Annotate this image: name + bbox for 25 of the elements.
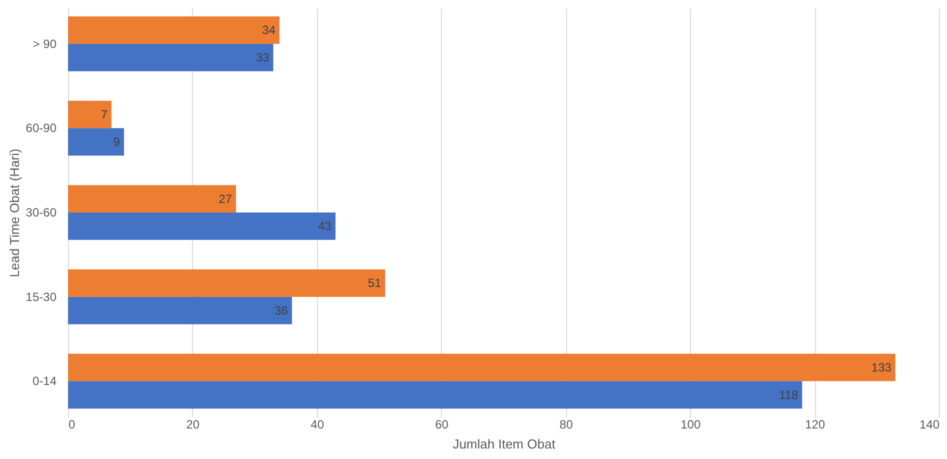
x-tick-label: 0 bbox=[68, 418, 76, 432]
x-axis-title: Jumlah Item Obat bbox=[452, 436, 556, 452]
x-tick-label: 20 bbox=[186, 418, 200, 432]
data-label: 7 bbox=[100, 107, 108, 122]
x-tick-label: 120 bbox=[805, 418, 826, 432]
data-label: 133 bbox=[871, 360, 892, 374]
data-label: 36 bbox=[274, 304, 288, 318]
y-tick-label: 30-60 bbox=[26, 206, 57, 220]
x-tick-label: 100 bbox=[680, 418, 701, 432]
x-tick-label: 60 bbox=[435, 418, 449, 432]
data-label: 27 bbox=[218, 192, 232, 206]
x-tick-label: 40 bbox=[310, 418, 324, 432]
y-tick-label: 0-14 bbox=[32, 374, 57, 388]
x-tick-label: 80 bbox=[560, 418, 574, 432]
data-label: 43 bbox=[318, 219, 332, 234]
y-tick-label: 60-90 bbox=[26, 121, 57, 136]
y-tick-label: 15-30 bbox=[26, 290, 57, 304]
data-label: 34 bbox=[262, 23, 276, 38]
y-tick-label: > 90 bbox=[32, 36, 57, 51]
x-tick-label: 140 bbox=[919, 418, 940, 432]
data-label: 118 bbox=[778, 388, 798, 402]
data-label: 9 bbox=[113, 134, 120, 149]
y-axis-title: Lead Time Obat (Hari) bbox=[6, 148, 22, 278]
data-label: 33 bbox=[256, 50, 270, 65]
data-label: 51 bbox=[368, 276, 382, 290]
